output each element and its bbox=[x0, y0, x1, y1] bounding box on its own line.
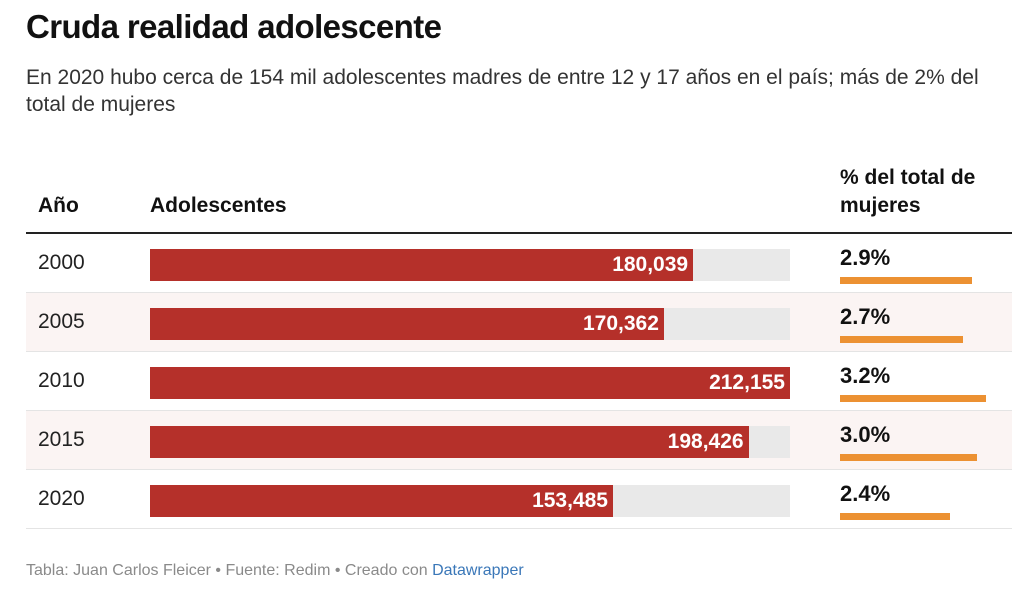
table-row: 2015 198,426 3.0% bbox=[26, 411, 1012, 470]
adolescents-bar: 198,426 bbox=[150, 426, 749, 458]
year-cell: 2010 bbox=[38, 369, 85, 392]
adolescents-bar: 180,039 bbox=[150, 249, 694, 281]
bar-track: 170,362 bbox=[150, 308, 790, 340]
adolescents-value-label: 180,039 bbox=[612, 253, 689, 276]
percent-value-label: 2.9% bbox=[840, 245, 891, 270]
percent-bar bbox=[840, 513, 950, 520]
chart-subtitle: En 2020 hubo cerca de 154 mil adolescent… bbox=[26, 66, 979, 116]
bar-track: 198,426 bbox=[150, 426, 790, 458]
table-row: 2000 180,039 2.9% bbox=[26, 234, 1012, 293]
chart-title: Cruda realidad adolescente bbox=[26, 8, 442, 45]
adolescents-value-label: 170,362 bbox=[583, 312, 659, 335]
bar-track: 212,155 bbox=[150, 367, 790, 399]
percent-bar bbox=[840, 277, 973, 284]
datawrapper-link[interactable]: Datawrapper bbox=[432, 562, 524, 579]
percent-value-label: 3.0% bbox=[840, 422, 891, 447]
column-header-adolescents: Adolescentes bbox=[150, 194, 287, 217]
adolescents-bar: 170,362 bbox=[150, 308, 664, 340]
percent-value-label: 2.7% bbox=[840, 304, 891, 329]
percent-bar bbox=[840, 454, 977, 461]
adolescents-value-label: 153,485 bbox=[532, 489, 608, 512]
footer-text: Tabla: Juan Carlos Fleicer • Fuente: Red… bbox=[26, 562, 433, 579]
footer-credits: Tabla: Juan Carlos Fleicer • Fuente: Red… bbox=[26, 562, 524, 580]
column-header-year: Año bbox=[38, 194, 79, 217]
percent-bar bbox=[840, 395, 986, 402]
adolescents-bar: 212,155 bbox=[150, 367, 790, 399]
adolescents-bar: 153,485 bbox=[150, 485, 613, 517]
table-row: 2005 170,362 2.7% bbox=[26, 293, 1012, 352]
percent-bar bbox=[840, 336, 964, 343]
year-cell: 2000 bbox=[38, 251, 85, 274]
adolescents-value-label: 212,155 bbox=[709, 371, 785, 394]
table-header: Año Adolescentes % del total de mujeres bbox=[26, 160, 1012, 234]
data-table: Año Adolescentes % del total de mujeres … bbox=[26, 160, 1012, 529]
percent-value-label: 2.4% bbox=[840, 481, 891, 506]
year-cell: 2015 bbox=[38, 428, 85, 451]
bar-track: 180,039 bbox=[150, 249, 790, 281]
table-row: 2020 153,485 2.4% bbox=[26, 470, 1012, 529]
column-header-percent: % del total de mujeres bbox=[840, 166, 976, 217]
year-cell: 2005 bbox=[38, 310, 85, 333]
bar-track: 153,485 bbox=[150, 485, 790, 517]
adolescents-value-label: 198,426 bbox=[667, 430, 744, 453]
year-cell: 2020 bbox=[38, 487, 85, 510]
percent-value-label: 3.2% bbox=[840, 363, 891, 388]
table-row: 2010 212,155 3.2% bbox=[26, 352, 1012, 411]
table-body: 2000 180,039 2.9% 2005 170,362 2.7% 2010 212,15… bbox=[26, 234, 1012, 529]
